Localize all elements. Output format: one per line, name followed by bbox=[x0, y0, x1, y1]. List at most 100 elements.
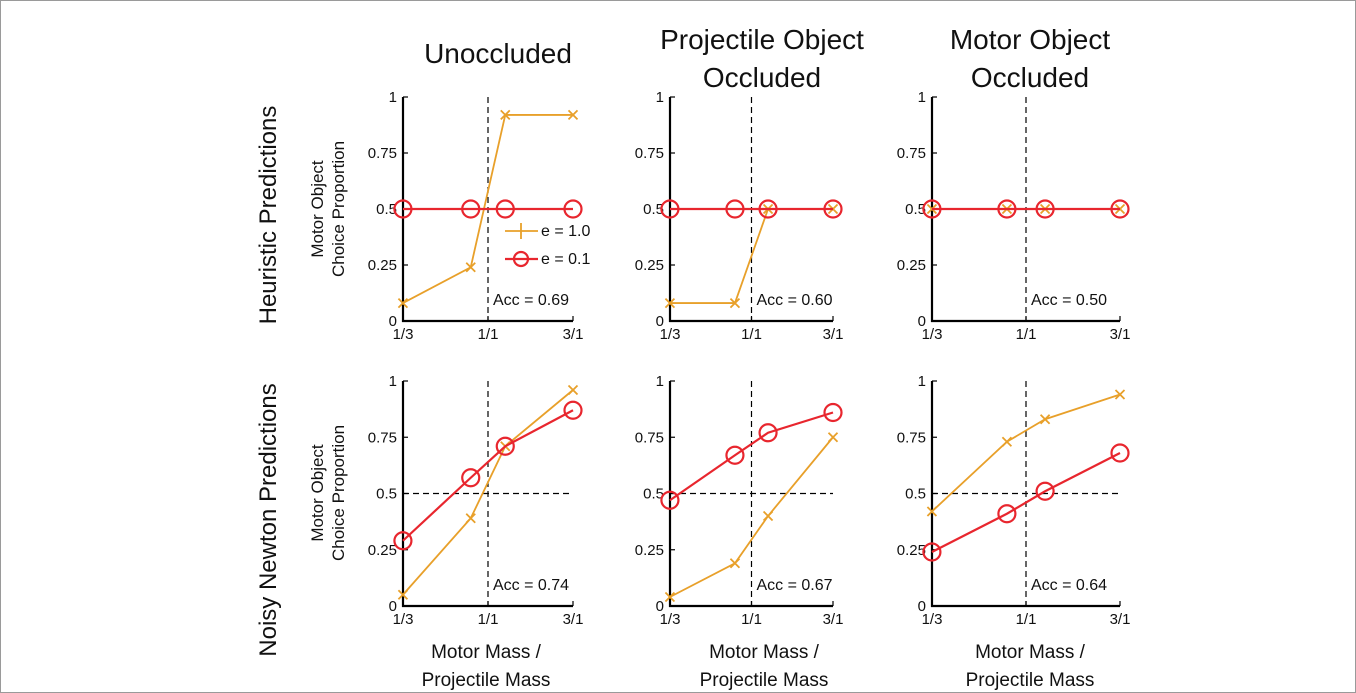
p4-series-e10-line bbox=[402, 389, 574, 596]
x-axis-label-col1-line2: Projectile Mass bbox=[422, 670, 551, 691]
p6-point-e10 bbox=[1039, 414, 1051, 425]
row-title-2: Noisy Newton Predictions bbox=[255, 383, 282, 656]
p5-xtick-label: 1/1 bbox=[741, 611, 762, 628]
p4-point-e01 bbox=[563, 400, 583, 420]
p5-series-e10-line bbox=[669, 436, 834, 598]
p2-ytick-label: 0 bbox=[656, 313, 664, 330]
p5-xtick-label: 3/1 bbox=[823, 611, 844, 628]
p5-ytick-label: 0 bbox=[656, 598, 664, 615]
p1-ytick-label: 0.5 bbox=[376, 201, 397, 218]
x-axis-label-col3-line2: Projectile Mass bbox=[966, 670, 1095, 691]
p6-xtick-label: 1/1 bbox=[1016, 611, 1037, 628]
p3-ytick-label: 0 bbox=[918, 313, 926, 330]
p3-xtick-label: 1/1 bbox=[1016, 326, 1037, 343]
column-title-3: Occluded bbox=[971, 62, 1089, 93]
p5-point-e01 bbox=[758, 423, 778, 443]
p6-ytick-label: 1 bbox=[918, 373, 926, 390]
x-axis-label-col1-line1: Motor Mass / bbox=[431, 642, 542, 663]
p2-xtick-label: 1/1 bbox=[741, 326, 762, 343]
p2-point-e01 bbox=[758, 199, 778, 219]
p6-point-e10 bbox=[1001, 436, 1013, 447]
p5-ytick-label: 1 bbox=[656, 373, 664, 390]
p4-ytick-label: 0.75 bbox=[368, 429, 397, 446]
x-axis-label-col2-line1: Motor Mass / bbox=[709, 642, 820, 663]
p2-ytick-label: 0.5 bbox=[643, 201, 664, 218]
p5-point-e01 bbox=[660, 490, 680, 510]
p2-accuracy-label: Acc = 0.60 bbox=[757, 292, 833, 309]
p4-xtick-label: 1/1 bbox=[478, 611, 499, 628]
p6-series-e10-line bbox=[931, 393, 1121, 513]
p3-accuracy-label: Acc = 0.50 bbox=[1031, 292, 1107, 309]
column-title-2: Projectile Object bbox=[660, 24, 864, 55]
p1-xtick-label: 3/1 bbox=[563, 326, 584, 343]
p6-point-e10 bbox=[1114, 389, 1126, 400]
legend-label-e01: e = 0.1 bbox=[541, 251, 590, 268]
p3-point-e10 bbox=[926, 203, 938, 215]
y-axis-label-row1-line1: Motor Object bbox=[308, 160, 327, 258]
p4-xtick-label: 3/1 bbox=[563, 611, 584, 628]
p1-point-e01 bbox=[461, 199, 481, 219]
p3-point-e01 bbox=[922, 199, 942, 219]
legend-label-e10: e = 1.0 bbox=[541, 223, 590, 240]
p6-point-e10 bbox=[926, 506, 938, 517]
column-title-1: Unoccluded bbox=[424, 38, 572, 69]
p1-xtick-label: 1/3 bbox=[393, 326, 414, 343]
p3-point-e01 bbox=[1035, 199, 1055, 219]
legend-marker-e01 bbox=[512, 250, 530, 268]
p4-ytick-label: 0.25 bbox=[368, 542, 397, 559]
p5-point-e10 bbox=[729, 558, 741, 569]
p1-ytick-label: 0 bbox=[389, 313, 397, 330]
p3-xtick-label: 1/3 bbox=[922, 326, 943, 343]
y-axis-label-row2-line2: Choice Proportion bbox=[329, 425, 348, 561]
p5-point-e01 bbox=[823, 402, 843, 423]
p2-ytick-label: 0.25 bbox=[635, 257, 664, 274]
p1-point-e10 bbox=[397, 297, 409, 309]
p5-point-e10 bbox=[827, 432, 839, 443]
p3-point-e01 bbox=[997, 199, 1017, 219]
p5-xtick-label: 1/3 bbox=[660, 611, 681, 628]
p4-ytick-label: 0.5 bbox=[376, 486, 397, 503]
p3-xtick-label: 3/1 bbox=[1110, 326, 1131, 343]
p5-ytick-label: 0.25 bbox=[635, 542, 664, 559]
p6-xtick-label: 1/3 bbox=[922, 611, 943, 628]
p6-point-e01 bbox=[997, 504, 1017, 524]
p3-ytick-label: 1 bbox=[918, 89, 926, 106]
p3-ytick-label: 0.75 bbox=[897, 145, 926, 162]
p4-point-e01 bbox=[495, 436, 515, 456]
p6-ytick-label: 0.25 bbox=[897, 542, 926, 559]
p6-point-e01 bbox=[1035, 481, 1055, 501]
p1-accuracy-label: Acc = 0.69 bbox=[493, 292, 569, 309]
p1-ytick-label: 0.75 bbox=[368, 145, 397, 162]
y-axis-label-row2-line1: Motor Object bbox=[308, 444, 327, 542]
p5-accuracy-label: Acc = 0.67 bbox=[757, 577, 833, 594]
p6-ytick-label: 0 bbox=[918, 598, 926, 615]
p4-point-e10 bbox=[567, 384, 579, 396]
p6-point-e01 bbox=[1110, 443, 1130, 463]
p4-point-e10 bbox=[397, 589, 409, 600]
p4-accuracy-label: Acc = 0.74 bbox=[493, 577, 569, 594]
p4-series-e01-line bbox=[402, 409, 574, 542]
p2-xtick-label: 1/3 bbox=[660, 326, 681, 343]
p6-ytick-label: 0.5 bbox=[905, 486, 926, 503]
p4-point-e01 bbox=[461, 468, 481, 488]
p1-series-e10-line bbox=[402, 114, 573, 304]
p5-point-e10 bbox=[762, 510, 774, 522]
p2-ytick-label: 0.75 bbox=[635, 145, 664, 162]
p4-point-e10 bbox=[465, 513, 476, 524]
p6-ytick-label: 0.75 bbox=[897, 429, 926, 446]
p5-series-e01-line bbox=[669, 411, 834, 502]
p3-point-e01 bbox=[1110, 199, 1130, 219]
p5-ytick-label: 0.5 bbox=[643, 486, 664, 503]
p2-point-e01 bbox=[660, 199, 680, 219]
p6-point-e01 bbox=[922, 542, 942, 562]
p2-point-e10 bbox=[664, 297, 676, 309]
p4-ytick-label: 1 bbox=[389, 373, 397, 390]
p2-point-e01 bbox=[823, 199, 843, 219]
p1-point-e10 bbox=[567, 109, 579, 121]
row-title-1: Heuristic Predictions bbox=[255, 106, 282, 325]
column-title-3: Motor Object bbox=[950, 24, 1110, 55]
p1-point-e10 bbox=[465, 262, 476, 273]
x-axis-label-col3-line1: Motor Mass / bbox=[975, 642, 1086, 663]
